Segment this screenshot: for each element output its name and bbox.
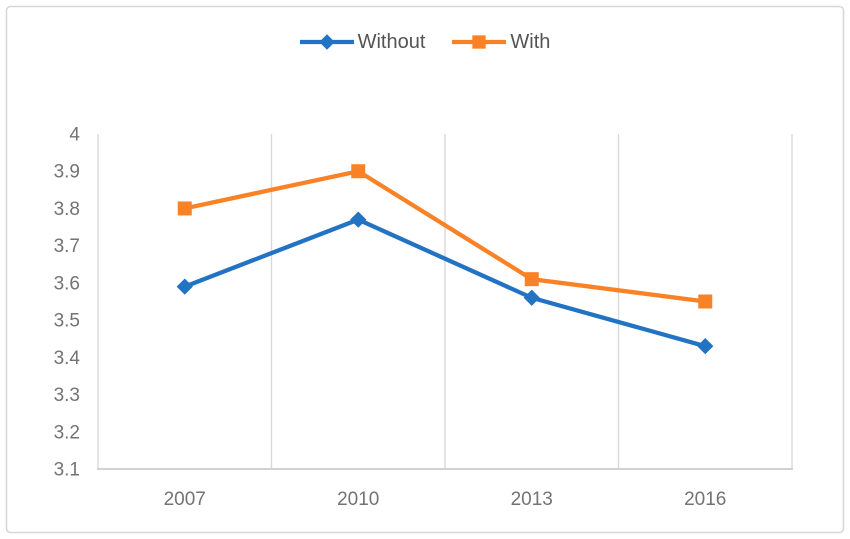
svg-text:2010: 2010: [337, 489, 379, 510]
svg-text:3.9: 3.9: [54, 162, 80, 183]
svg-text:3.8: 3.8: [54, 199, 80, 220]
legend-label-without: Without: [357, 31, 426, 53]
svg-text:2013: 2013: [511, 489, 553, 510]
legend-item-with: With: [452, 31, 550, 53]
svg-text:3.2: 3.2: [54, 422, 80, 443]
legend-line-diamond-icon: [299, 34, 354, 50]
svg-text:2007: 2007: [164, 489, 206, 510]
svg-text:4: 4: [69, 125, 80, 146]
legend-line-square-icon: [452, 35, 507, 49]
svg-text:3.6: 3.6: [54, 273, 80, 294]
legend-item-without: Without: [299, 31, 426, 53]
svg-text:3.7: 3.7: [54, 236, 80, 257]
legend-label-with: With: [510, 31, 551, 53]
svg-text:3.3: 3.3: [54, 385, 80, 406]
svg-text:3.5: 3.5: [54, 311, 80, 332]
svg-text:3.4: 3.4: [54, 348, 81, 369]
svg-text:2016: 2016: [684, 489, 726, 510]
svg-text:3.1: 3.1: [54, 460, 80, 481]
chart-legend: Without With: [0, 31, 850, 53]
